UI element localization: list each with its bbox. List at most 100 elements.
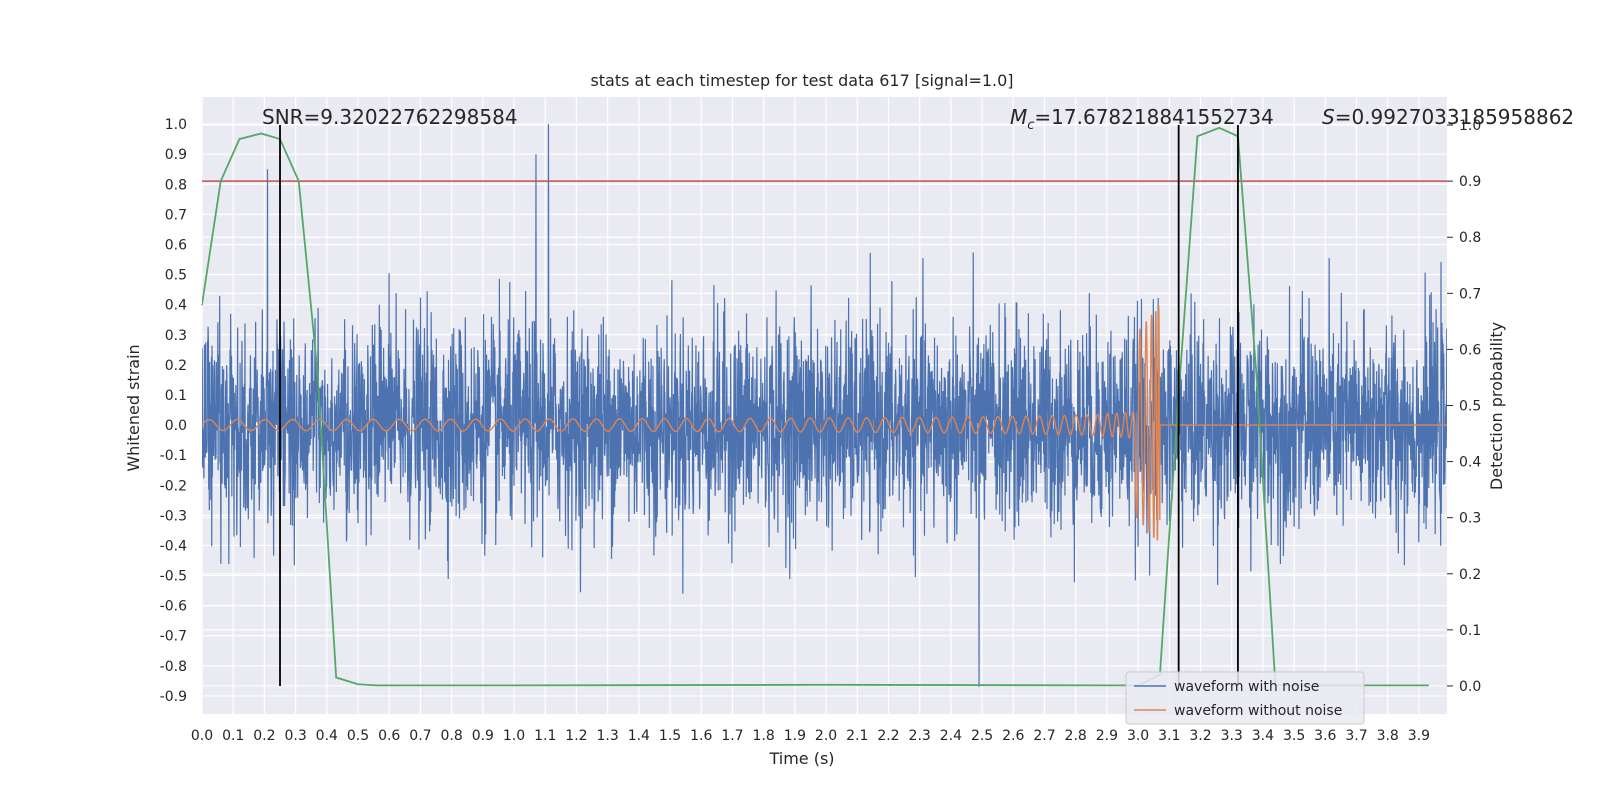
x-tick-label: 2.7 — [1033, 728, 1055, 744]
y-tick-label: -0.9 — [160, 689, 187, 705]
y-right-axis-label: Detection probability — [1487, 322, 1506, 490]
probability-point — [238, 138, 241, 140]
y-tick-label: -0.8 — [160, 659, 187, 675]
y-tick-label: 0.4 — [165, 298, 187, 314]
x-tick-label: 0.1 — [222, 728, 244, 744]
x-tick-label: 3.6 — [1314, 728, 1336, 744]
y-tick-label: 0.6 — [165, 237, 187, 253]
chart-title: stats at each timestep for test data 617… — [590, 71, 1013, 90]
x-tick-label: 2.0 — [815, 728, 837, 744]
x-tick-label: 0.5 — [347, 728, 369, 744]
y-tick-label: 0.3 — [165, 328, 187, 344]
spin-symbol: S — [1322, 105, 1335, 129]
y-tick-label: -0.2 — [160, 478, 187, 494]
y-tick-label: 0.1 — [165, 388, 187, 404]
legend-box — [1125, 671, 1365, 725]
x-tick-label: 1.2 — [565, 728, 587, 744]
x-tick-label: 3.4 — [1252, 728, 1274, 744]
spin-annotation: S=0.9927033185958862 — [1322, 105, 1574, 129]
y-axis-ticks: 1.0 0.9 0.8 0.7 0.6 0.5 0.4 0.3 0.2 0.1 0.0 -0.1 -0.… — [160, 117, 187, 705]
y-tick-label: -0.4 — [160, 538, 187, 554]
x-tick-label: 2.5 — [971, 728, 993, 744]
x-tick-label: 3.8 — [1377, 728, 1399, 744]
y-right-axis-ticks: 1.0 0.9 0.8 0.7 0.6 0.5 0.4 0.3 0.2 0.1 0.0 — [1447, 118, 1481, 695]
probability-point — [357, 683, 359, 686]
probability-point — [219, 180, 222, 182]
x-tick-label: 2.2 — [877, 728, 899, 744]
x-tick-label: 1.0 — [503, 728, 525, 744]
x-tick-label: 1.1 — [534, 728, 556, 744]
clean-waveform-line — [202, 306, 1447, 541]
y-tick-label: -0.7 — [160, 629, 187, 645]
x-tick-label: 1.3 — [597, 728, 619, 744]
probability-point — [316, 371, 319, 373]
x-tick-label: 0.0 — [191, 728, 213, 744]
x-tick-label: 0.8 — [440, 728, 462, 744]
probability-point — [201, 303, 203, 306]
x-tick-label: 3.1 — [1158, 728, 1180, 744]
y-right-tick-label: 0.0 — [1459, 679, 1481, 695]
probability-point — [394, 684, 397, 687]
x-tick-label: 0.6 — [378, 728, 400, 744]
snr-annotation: SNR=9.32022762298584 — [262, 105, 518, 129]
x-axis-ticks: 0.0 0.1 0.2 0.3 0.4 0.5 0.6 0.7 0.8 0.9 1.0 1.1 1.2 1… — [191, 728, 1430, 744]
spin-value: =0.9927033185958862 — [1335, 105, 1574, 129]
x-tick-label: 3.2 — [1189, 728, 1211, 744]
probability-point — [1427, 684, 1430, 687]
y-right-tick-label: 0.3 — [1459, 511, 1481, 527]
x-tick-label: 1.7 — [721, 728, 743, 744]
probability-point — [375, 684, 378, 687]
x-tick-label: 2.8 — [1065, 728, 1087, 744]
probability-point — [260, 132, 263, 135]
x-tick-label: 1.4 — [628, 728, 650, 744]
chirp-mass-value: =17.678218841552734 — [1034, 105, 1273, 129]
chirp-mass-symbol: M — [1010, 105, 1027, 129]
y-tick-label: 0.5 — [165, 268, 187, 284]
y-tick-label: 0.2 — [165, 358, 187, 374]
x-tick-label: 3.7 — [1345, 728, 1367, 744]
x-tick-label: 3.0 — [1127, 728, 1149, 744]
x-tick-label: 0.7 — [409, 728, 431, 744]
y-tick-label: 0.8 — [165, 177, 187, 193]
y-tick-label: 1.0 — [165, 117, 187, 133]
x-tick-label: 2.3 — [909, 728, 931, 744]
x-axis-label: Time (s) — [768, 749, 834, 768]
x-tick-label: 2.9 — [1096, 728, 1118, 744]
x-tick-label: 2.1 — [846, 728, 868, 744]
x-tick-label: 1.8 — [753, 728, 775, 744]
probability-point — [1218, 127, 1221, 129]
x-tick-label: 3.9 — [1408, 728, 1430, 744]
y-tick-label: 0.0 — [165, 418, 187, 434]
legend-label-noise: waveform with noise — [1174, 679, 1319, 695]
y-right-tick-label: 0.7 — [1459, 286, 1481, 302]
y-tick-label: 0.9 — [165, 147, 187, 163]
probability-point — [825, 684, 827, 686]
chirp-mass-annotation: Mc=17.678218841552734 — [1010, 105, 1274, 133]
x-tick-label: 2.4 — [940, 728, 962, 744]
y-right-tick-label: 1.0 — [1459, 118, 1481, 134]
y-tick-label: -0.6 — [160, 599, 187, 615]
y-right-tick-label: 0.8 — [1459, 230, 1481, 246]
x-tick-label: 0.2 — [253, 728, 275, 744]
y-right-tick-label: 0.6 — [1459, 342, 1481, 358]
x-tick-label: 1.9 — [784, 728, 806, 744]
y-tick-label: -0.1 — [160, 448, 187, 464]
legend: waveform with noise waveform without noi… — [1125, 671, 1365, 725]
y-tick-label: 0.7 — [165, 207, 187, 223]
series-waveform-without-noise — [202, 306, 1447, 541]
y-right-tick-label: 0.5 — [1459, 399, 1481, 415]
x-tick-label: 0.9 — [472, 728, 494, 744]
probability-point — [297, 180, 300, 182]
series-waveform-with-noise — [202, 124, 1447, 687]
probability-point — [513, 684, 515, 687]
x-tick-label: 2.6 — [1002, 728, 1024, 744]
x-tick-label: 1.5 — [659, 728, 681, 744]
y-tick-label: -0.5 — [160, 569, 187, 585]
x-tick-label: 3.3 — [1221, 728, 1243, 744]
probability-point — [335, 676, 337, 679]
probability-point — [1196, 135, 1199, 138]
x-tick-label: 1.6 — [690, 728, 712, 744]
y-axis-label: Whitened strain — [124, 344, 143, 471]
y-right-tick-label: 0.2 — [1459, 567, 1481, 583]
x-tick-label: 0.3 — [284, 728, 306, 744]
